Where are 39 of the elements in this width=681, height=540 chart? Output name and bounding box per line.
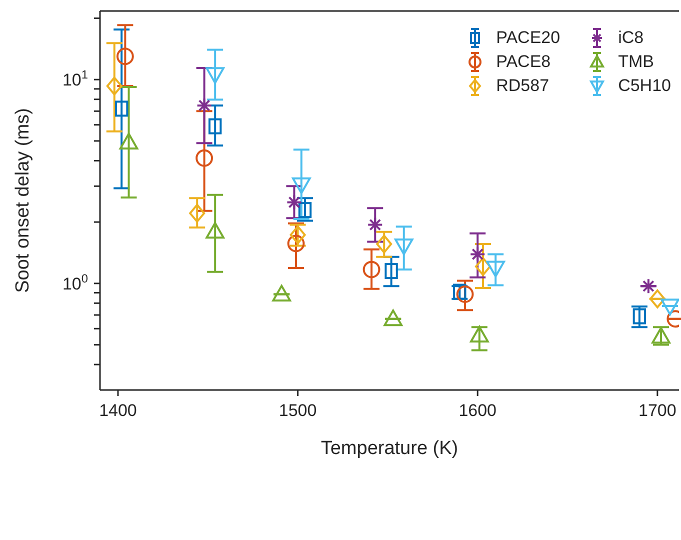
y-axis-title: Soot onset delay (ms): [12, 108, 34, 293]
point: [189, 204, 206, 223]
legend-label: C5H10: [618, 76, 671, 96]
point: [272, 284, 292, 302]
x-tick-label: 1600: [458, 401, 497, 420]
point: [287, 234, 305, 252]
point: [475, 257, 492, 276]
point: [649, 289, 666, 308]
x-tick-label: 1700: [638, 401, 676, 420]
point: [206, 222, 224, 239]
point: [660, 298, 679, 316]
x-tick-label: 1500: [278, 401, 317, 420]
legend-label: PACE8: [496, 52, 551, 72]
point: [394, 238, 414, 256]
point: [298, 202, 312, 218]
point: [384, 263, 398, 280]
y-tick-label: 10$^{1}$: [62, 68, 88, 90]
point: [470, 326, 489, 343]
legend-label: iC8: [618, 28, 644, 48]
point: [632, 308, 646, 324]
x-axis-title: Temperature (K): [320, 438, 458, 459]
point: [362, 260, 380, 278]
legend-label: PACE20: [496, 28, 560, 48]
legend-label: TMB: [618, 52, 654, 72]
point: [206, 67, 224, 84]
point: [116, 48, 134, 66]
y-tick-label: 10$^{0}$: [62, 271, 88, 294]
x-tick-label: 1400: [99, 401, 137, 420]
point: [376, 234, 392, 254]
point: [486, 260, 505, 278]
point: [196, 149, 213, 167]
point: [106, 76, 122, 96]
point: [119, 132, 138, 150]
point: [292, 177, 311, 194]
point: [384, 309, 402, 326]
point: [114, 100, 128, 117]
point: [456, 286, 474, 303]
legend-label: RD587: [496, 76, 550, 96]
point: [208, 118, 222, 134]
